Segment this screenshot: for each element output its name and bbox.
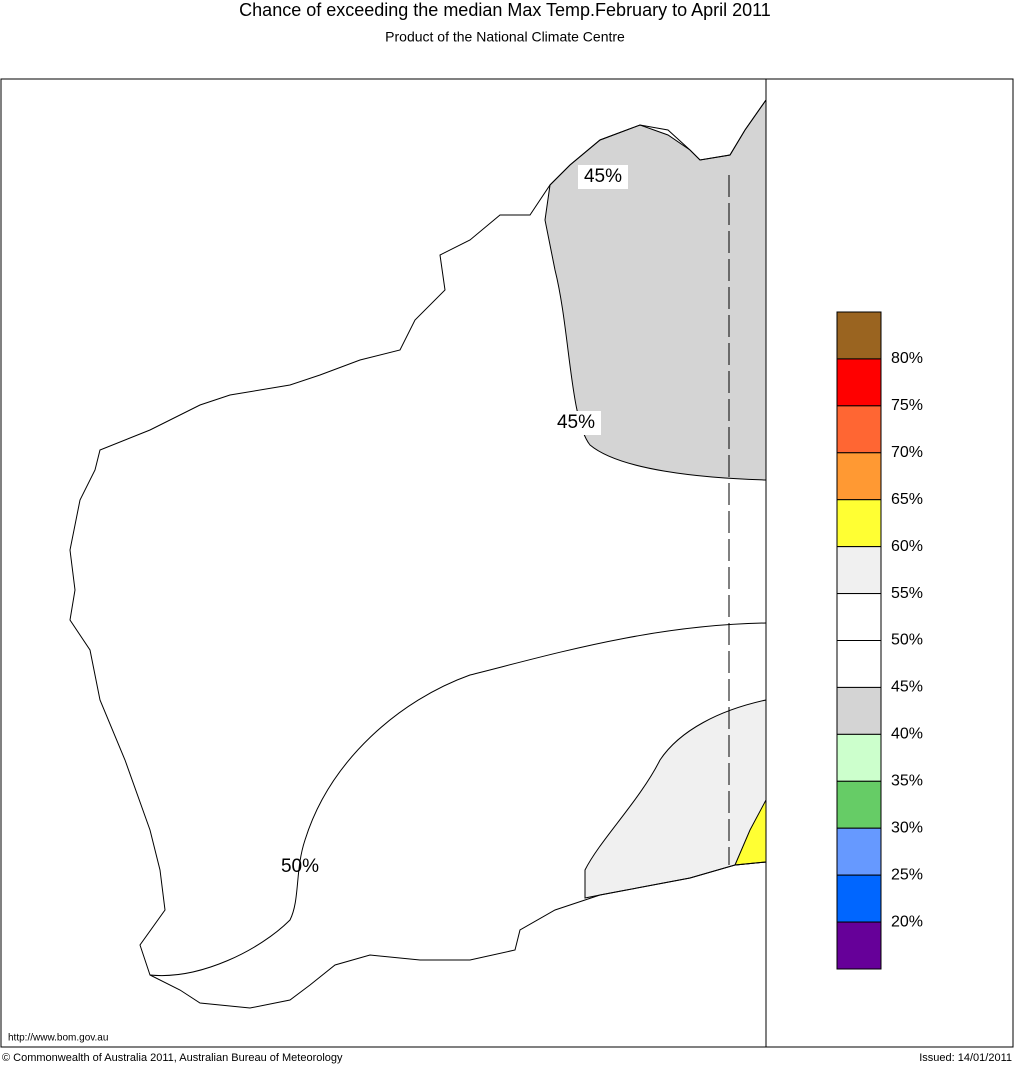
copyright: © Commonwealth of Australia 2011, Austra…: [2, 1052, 343, 1064]
subtitle: Product of the National Climate Centre: [385, 29, 625, 45]
legend-swatch: [836, 546, 882, 595]
contour-label: 50%: [281, 856, 319, 877]
legend-label: 55%: [891, 585, 923, 602]
contour-50: [149, 622, 767, 977]
legend-label: 80%: [891, 350, 923, 367]
coastline: [69, 98, 767, 1009]
legend-swatch: [836, 640, 882, 688]
legend: 80% 75% 70% 65% 60% 55% 50% 45% 40% 35% 30% 25% 20%: [836, 311, 923, 970]
label-bg: [578, 165, 628, 189]
source-url: http://www.bom.gov.au: [8, 1033, 108, 1044]
legend-label: 75%: [891, 397, 923, 414]
map: 45% 45% 50%: [69, 98, 767, 1009]
label-bg: [551, 411, 601, 435]
issued-date: Issued: 14/01/2011: [919, 1052, 1012, 1064]
legend-label: 50%: [891, 632, 923, 649]
legend-label: 45%: [891, 679, 923, 696]
legend-swatch: [836, 733, 882, 782]
legend-label: 25%: [891, 866, 923, 883]
legend-swatch: [836, 874, 882, 923]
legend-swatch: [836, 686, 882, 735]
legend-label: 30%: [891, 819, 923, 836]
legend-swatch: [836, 593, 882, 641]
contour-label: 45%: [557, 412, 595, 433]
legend-label: 35%: [891, 773, 923, 790]
legend-label: 65%: [891, 491, 923, 508]
legend-swatch: [836, 405, 882, 454]
legend-label: 40%: [891, 726, 923, 743]
legend-label: 60%: [891, 538, 923, 555]
legend-swatch: [836, 452, 882, 501]
legend-swatch: [836, 499, 882, 548]
contour-label: 45%: [584, 166, 622, 187]
title: Chance of exceeding the median Max Temp.…: [239, 0, 771, 20]
legend-swatch: [836, 827, 882, 876]
legend-swatch: [836, 780, 882, 829]
legend-swatch: [836, 921, 882, 970]
legend-swatch: [836, 311, 882, 360]
legend-label: 70%: [891, 444, 923, 461]
legend-swatch: [836, 358, 882, 407]
legend-label: 20%: [891, 913, 923, 930]
